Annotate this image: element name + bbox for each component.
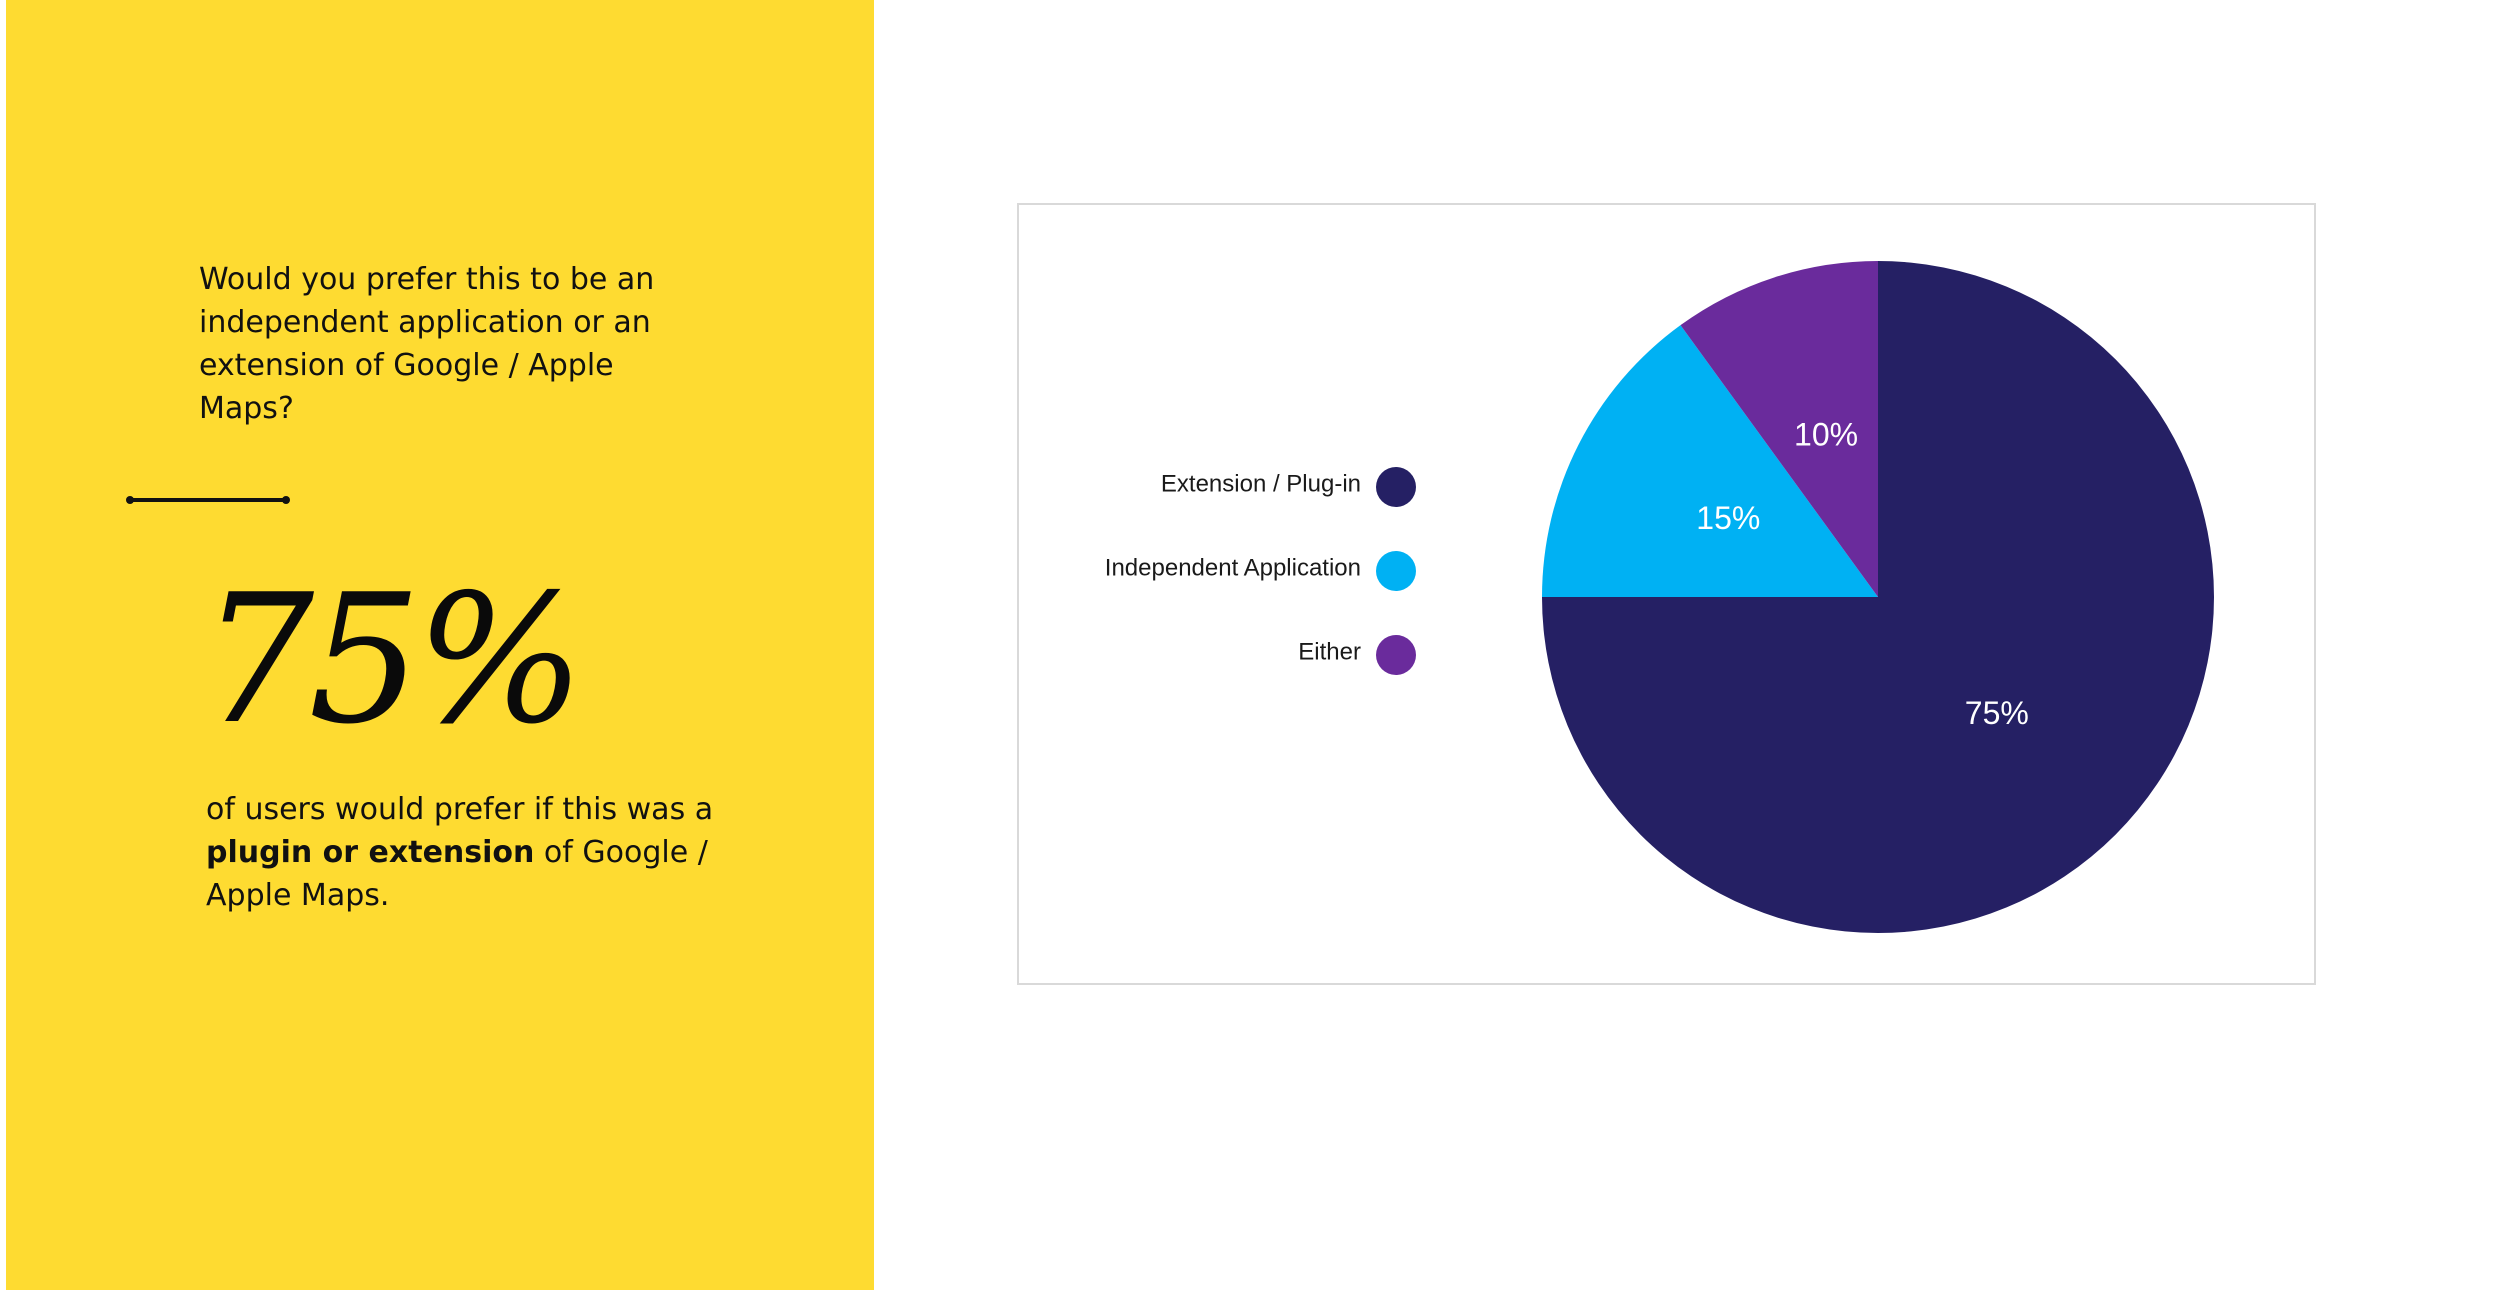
stat-description: of users would prefer if this was a plug… — [206, 788, 766, 917]
stat-description-highlight: plugin or extension — [206, 835, 535, 870]
pie-chart-frame: Extension / Plug-in Independent Applicati… — [1017, 203, 2316, 985]
slice-label-extension-plug-in: 75% — [1965, 695, 2029, 731]
stat-description-suffix: of Google / Apple Maps. — [206, 835, 708, 913]
legend-swatch-either — [1376, 635, 1416, 675]
question-panel: Would you prefer this to be an independe… — [6, 0, 874, 1290]
legend-label-either: Either — [1298, 638, 1361, 665]
pie-slice-labels: 75% 15% 10% — [1696, 417, 2029, 732]
divider-line — [126, 496, 290, 504]
survey-question: Would you prefer this to be an independe… — [199, 262, 655, 426]
headline-percentage: 75% — [201, 556, 585, 763]
pie-slice-either — [1680, 261, 1878, 597]
pie-chart: Extension / Plug-in Independent Applicati… — [1105, 261, 2214, 933]
legend-label-extension-plug-in: Extension / Plug-in — [1161, 470, 1361, 497]
slice-label-either: 10% — [1794, 417, 1858, 453]
legend-swatch-extension-plug-in — [1376, 467, 1416, 507]
legend-swatch-independent-application — [1376, 551, 1416, 591]
pie-slices — [1542, 261, 2214, 933]
legend-label-independent-application: Independent Application — [1105, 554, 1361, 581]
pie-slice-independent-application — [1542, 325, 1878, 597]
slice-label-independent-application: 15% — [1696, 500, 1760, 536]
stat-description-prefix: of users would prefer if this was a — [206, 792, 714, 827]
chart-legend: Extension / Plug-in Independent Applicati… — [1105, 467, 1416, 675]
